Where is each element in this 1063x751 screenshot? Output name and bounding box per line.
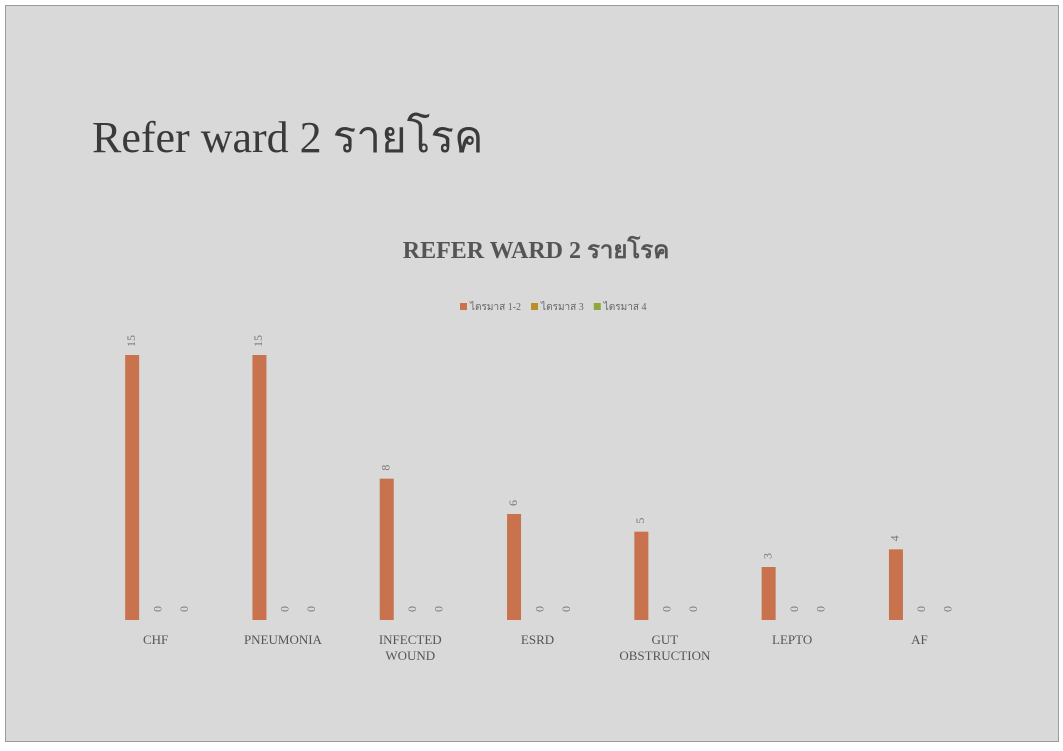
data-label: 0 [914,606,928,612]
data-label: 0 [278,606,292,612]
data-label: 0 [405,606,419,612]
chart-title: REFER WARD 2 รายโรค [403,235,670,264]
bar [634,531,649,620]
x-tick-label: GUT OBSTRUCTION [619,632,711,663]
bar [125,355,140,620]
slide-title: Refer ward 2 รายโรค [92,113,484,162]
data-label: 0 [432,606,446,612]
legend-label: ไตรมาส 1-2 [469,301,521,313]
legend-swatch [460,303,467,310]
bar [252,355,267,620]
data-label: 5 [633,518,647,524]
chart: REFER WARD 2 รายโรค ไตรมาส 1-2 ไตรมาส 3 ไต… [124,235,955,620]
x-tick-label: PNEUMONIA [243,632,322,647]
data-label: 3 [760,553,774,559]
data-label: 0 [532,606,546,612]
legend-swatch [593,303,601,310]
slide: Refer ward 2 รายโรค REFER WARD 2 รายโรค … [5,5,1059,742]
data-label: 15 [251,335,265,347]
x-tick-label: LEPTO [772,632,813,647]
data-label: 6 [506,500,520,506]
bar [888,549,903,620]
bar [507,514,522,620]
x-tick-label: CHF [142,632,169,647]
data-label: 0 [686,606,700,612]
data-label: 0 [660,606,674,612]
data-label: 15 [124,335,138,347]
legend-swatch [531,303,539,310]
legend-label: ไตรมาส 3 [540,301,584,313]
data-label: 4 [888,535,902,541]
legend-label: ไตรมาส 4 [603,301,647,313]
data-label: 8 [379,465,393,471]
data-label: 0 [150,606,164,612]
data-label: 0 [304,606,318,612]
data-label: 0 [559,606,573,612]
data-label: 0 [813,606,827,612]
bar [761,567,776,620]
data-label: 0 [177,606,191,612]
x-tick-label: ESRD [520,632,555,647]
data-label: 0 [941,606,955,612]
x-tick-label: AF [911,632,928,647]
bar [379,478,394,620]
x-tick-label: INFECTED WOUND [378,632,442,663]
data-label: 0 [787,606,801,612]
